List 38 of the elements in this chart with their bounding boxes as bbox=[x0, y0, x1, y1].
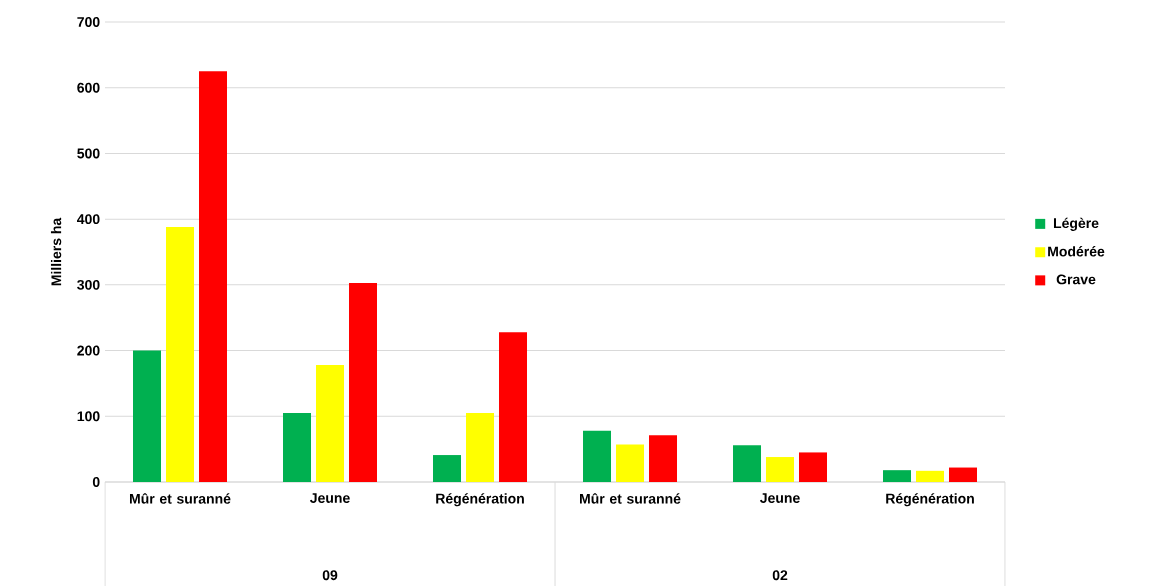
y-tick-label: 600 bbox=[77, 82, 100, 93]
x-tick-label: Mûr et suranné bbox=[129, 493, 231, 504]
bar bbox=[883, 470, 912, 482]
x-tick-label: Jeune bbox=[760, 493, 800, 503]
bar bbox=[799, 452, 828, 482]
legend-label: Modérée bbox=[1048, 246, 1105, 257]
bar bbox=[949, 467, 978, 482]
bar bbox=[766, 457, 795, 482]
bar bbox=[616, 444, 645, 482]
y-tick-label: 700 bbox=[77, 17, 100, 27]
bar bbox=[283, 413, 311, 482]
x-tick-label: Régénération bbox=[886, 493, 974, 507]
bar bbox=[466, 413, 495, 482]
text: 09 bbox=[322, 570, 338, 581]
legend-label: Légère bbox=[1053, 217, 1099, 231]
y-tick-label: 300 bbox=[77, 279, 100, 290]
y-axis-title: Milliers ha bbox=[50, 217, 62, 286]
y-tick-label: 0 bbox=[92, 477, 100, 487]
y-tick-label: 200 bbox=[77, 345, 100, 356]
x-tick-label: Mûr et suranné bbox=[580, 493, 681, 504]
bar bbox=[649, 435, 678, 482]
y-tick-label: 100 bbox=[77, 411, 100, 422]
bar bbox=[133, 350, 161, 482]
text: 02 bbox=[772, 570, 788, 581]
bar bbox=[166, 227, 194, 482]
y-tick-label: 500 bbox=[77, 148, 100, 159]
bar bbox=[316, 365, 345, 482]
x-tick-label: Jeune bbox=[309, 493, 350, 503]
y-tick-label: 400 bbox=[77, 214, 100, 225]
x-tick-label: Régénération bbox=[436, 493, 524, 507]
bar bbox=[433, 455, 462, 482]
bar bbox=[349, 282, 377, 482]
bar bbox=[733, 445, 762, 482]
bar bbox=[199, 71, 227, 482]
bar bbox=[583, 430, 612, 482]
bar bbox=[499, 332, 528, 482]
legend-label: Grave bbox=[1056, 274, 1096, 285]
bar bbox=[916, 470, 945, 482]
